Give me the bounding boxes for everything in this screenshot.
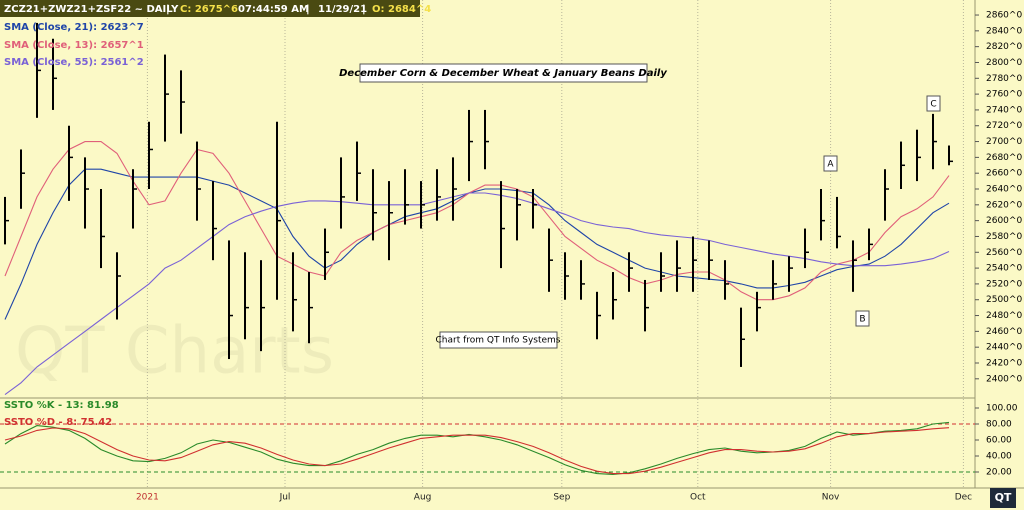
- open-value: O: 2684^4: [372, 4, 431, 15]
- y-tick-label: 2740^0: [986, 105, 1022, 115]
- x-tick-label: Dec: [955, 493, 972, 503]
- y-tick-label: 20.00: [986, 468, 1012, 478]
- series-line: [4, 192, 950, 396]
- legend-entry: SMA (Close, 13): 2657^1: [4, 40, 144, 51]
- title-box: [359, 63, 648, 83]
- wave-label: C: [930, 100, 936, 110]
- y-tick-label: 2540^0: [986, 264, 1022, 274]
- legend-entry: SSTO %D - 8: 75.42: [4, 417, 112, 428]
- y-tick-label: 2560^0: [986, 248, 1022, 258]
- y-tick-label: 2460^0: [986, 327, 1022, 337]
- header-bar: [0, 0, 420, 17]
- y-tick-label: 2400^0: [986, 374, 1022, 384]
- series-line: [4, 141, 950, 301]
- y-tick-label: 2500^0: [986, 295, 1022, 305]
- watermark: QT Charts: [15, 315, 334, 389]
- note-box: [439, 331, 558, 349]
- x-tick-label: 2021: [136, 493, 159, 503]
- y-tick-label: 80.00: [986, 420, 1012, 430]
- legend-entry: SSTO %K - 13: 81.98: [4, 400, 119, 411]
- x-tick-label: Nov: [822, 493, 840, 503]
- y-tick-label: 2440^0: [986, 343, 1022, 353]
- series-line: [4, 168, 950, 320]
- y-tick-label: 2420^0: [986, 358, 1022, 368]
- x-tick-label: Aug: [414, 493, 432, 503]
- legend-entry: SMA (Close, 55): 2561^2: [4, 57, 144, 68]
- close-value: C: 2675^6: [180, 4, 238, 15]
- y-tick-label: 60.00: [986, 436, 1012, 446]
- y-tick-label: 2760^0: [986, 90, 1022, 100]
- wave-label: A: [827, 160, 834, 170]
- separator: |: [362, 4, 366, 15]
- y-tick-label: 2620^0: [986, 200, 1022, 210]
- x-tick-label: Oct: [690, 493, 706, 503]
- y-tick-label: 2640^0: [986, 185, 1022, 195]
- time: 07:44:59 AM: [238, 4, 309, 15]
- legend-entry: SMA (Close, 21): 2623^7: [4, 22, 144, 33]
- label-box: [855, 310, 870, 327]
- x-tick-label: Sep: [553, 493, 570, 503]
- wave-label: B: [859, 315, 865, 325]
- y-tick-label: 2680^0: [986, 153, 1022, 163]
- y-tick-label: 2800^0: [986, 58, 1022, 68]
- date: 11/29/21: [318, 4, 367, 15]
- y-tick-label: 2820^0: [986, 42, 1022, 52]
- y-tick-label: 2780^0: [986, 74, 1022, 84]
- y-tick-label: 40.00: [986, 452, 1012, 462]
- chart-title: December Corn & December Wheat & January…: [339, 68, 667, 79]
- series-line: [4, 427, 950, 475]
- y-tick-label: 2700^0: [986, 137, 1022, 147]
- separator: |: [166, 4, 170, 15]
- y-tick-label: 2840^0: [986, 26, 1022, 36]
- y-tick-label: 2720^0: [986, 121, 1022, 131]
- symbol: ZCZ21+ZWZ21+ZSF22 ~ DAILY: [4, 4, 179, 15]
- label-box: [926, 95, 941, 112]
- logo: [990, 488, 1016, 508]
- plot: [4, 22, 953, 475]
- y-tick-label: 2520^0: [986, 279, 1022, 289]
- note: Chart from QT Info Systems: [436, 336, 561, 346]
- y-tick-label: 2860^0: [986, 11, 1022, 21]
- label-box: [823, 155, 838, 172]
- y-tick-label: 2660^0: [986, 169, 1022, 179]
- logo-text: QT: [995, 491, 1012, 504]
- y-tick-label: 2480^0: [986, 311, 1022, 321]
- y-tick-label: 2600^0: [986, 216, 1022, 226]
- y-tick-label: 2580^0: [986, 232, 1022, 242]
- separator: |: [306, 4, 310, 15]
- x-tick-label: Jul: [279, 493, 291, 503]
- y-tick-label: 100.00: [986, 404, 1018, 414]
